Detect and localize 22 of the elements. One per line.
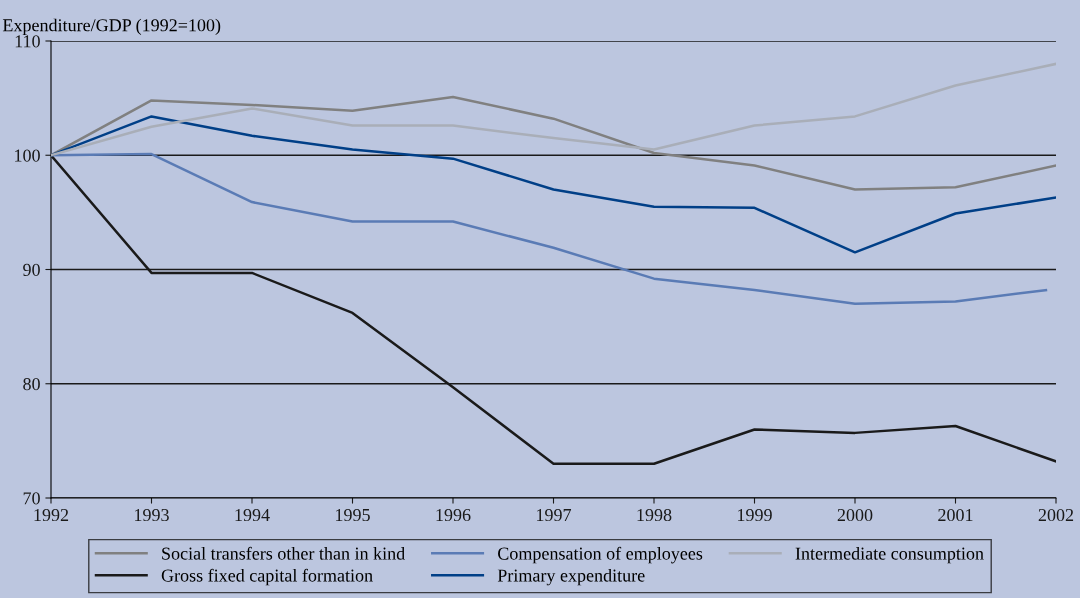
legend-label: Primary expenditure xyxy=(497,568,645,586)
x-tick-label: 1999 xyxy=(738,508,772,522)
legend-label: Gross fixed capital formation xyxy=(161,568,373,586)
legend-label: Intermediate consumption xyxy=(795,546,984,564)
x-tick-label: 1998 xyxy=(637,508,672,522)
y-tick-label: 70 xyxy=(23,492,40,505)
x-tick-label: 1994 xyxy=(235,508,270,522)
x-tick-label: 2002 xyxy=(1038,508,1074,522)
x-tick-label: 2001 xyxy=(938,508,973,522)
x-tick-label: 2000 xyxy=(837,508,873,522)
y-tick-label: 80 xyxy=(23,378,40,391)
x-tick-label: 1997 xyxy=(537,508,572,522)
legend-label: Social transfers other than in kind xyxy=(162,546,405,560)
y-tick-label: 110 xyxy=(15,35,40,48)
legend-label: Compensation of employees xyxy=(498,546,703,564)
y-axis-title: Expenditure/GDP (1992=100) xyxy=(2,18,221,36)
x-tick-label: 1995 xyxy=(336,508,370,522)
x-tick-label: 1992 xyxy=(34,508,69,522)
y-tick-label: 100 xyxy=(15,149,40,162)
x-tick-label: 1993 xyxy=(135,508,169,522)
y-tick-label: 90 xyxy=(23,263,40,276)
x-tick-label: 1996 xyxy=(436,508,471,522)
